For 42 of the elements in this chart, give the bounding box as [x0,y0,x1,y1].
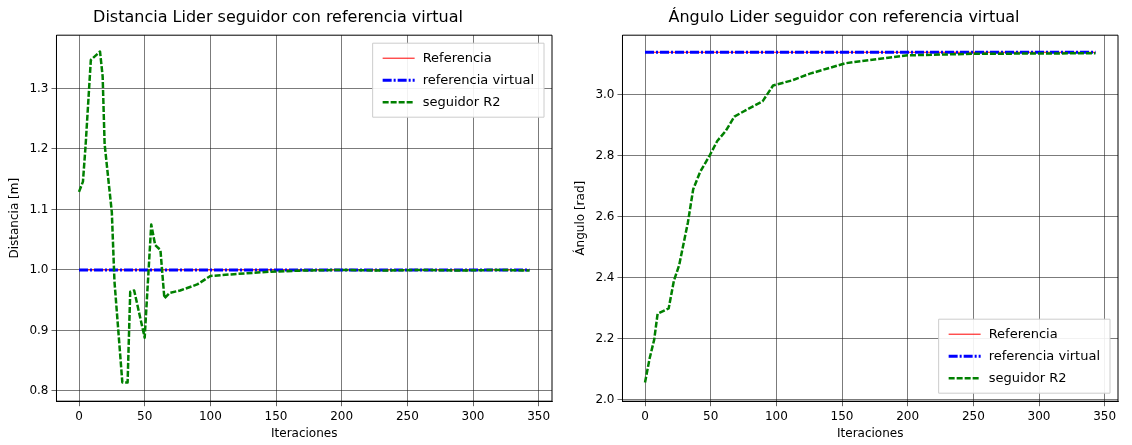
x-axis-title: Iteraciones [271,425,338,440]
chart-title: Ángulo Lider seguidor con referencia virtual [668,6,1020,26]
x-tick-label: 0 [641,408,649,423]
line-series [77,50,531,384]
y-tick-label: 3.0 [595,87,615,102]
legend-label: Referencia [422,49,492,65]
y-tick-label: 0.8 [29,383,49,398]
y-tick-label: 1.1 [29,201,49,216]
x-tick-label: 300 [1027,408,1051,423]
y-tick-label: 2.2 [595,331,615,346]
x-tick-label: 200 [330,408,354,423]
x-tick-label: 100 [198,408,222,423]
legend-label: seguidor R2 [988,369,1067,385]
x-tick-label: 200 [896,408,920,423]
x-tick-label: 100 [764,408,788,423]
y-tick-label: 2.8 [595,148,615,163]
x-tick-label: 250 [961,408,985,423]
line-series [643,51,1097,384]
x-tick-label: 50 [703,408,719,423]
x-tick-label: 0 [75,408,83,423]
y-tick-label: 1.0 [29,262,49,277]
x-tick-label: 50 [137,408,153,423]
chart-title: Distancia Lider seguidor con referencia virtual [93,6,463,26]
y-tick-label: 2.4 [595,270,615,285]
x-tick-label: 250 [395,408,419,423]
y-tick-label: 1.3 [29,80,49,95]
y-axis-title: Distancia [m] [7,177,22,259]
x-tick-label: 350 [527,408,551,423]
y-tick-label: 2.0 [595,392,615,407]
x-tick-label: 150 [830,408,854,423]
y-tick-label: 1.2 [29,141,49,156]
y-tick-label: 2.6 [595,209,615,224]
legend-label: referencia virtual [988,347,1101,363]
x-axis-title: Iteraciones [837,425,904,440]
x-tick-label: 150 [264,408,288,423]
legend-label: seguidor R2 [422,93,501,109]
legend-label: referencia virtual [422,71,535,87]
y-tick-label: 0.9 [29,322,49,337]
x-tick-label: 350 [1093,408,1117,423]
y-axis-title: Ángulo [rad] [572,180,588,256]
x-tick-label: 300 [461,408,485,423]
legend-label: Referencia [988,325,1058,341]
